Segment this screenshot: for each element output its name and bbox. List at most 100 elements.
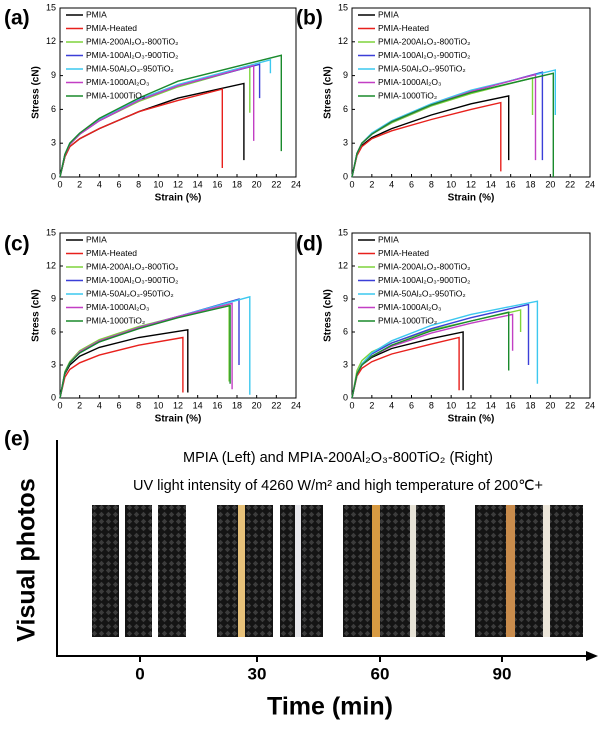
legend-label: PMIA-Heated [378, 23, 429, 33]
x-tick-label: 6 [409, 179, 414, 189]
y-tick-label: 6 [51, 104, 56, 114]
y-tick-label: 6 [343, 326, 348, 336]
series-line [351, 313, 514, 399]
x-tick-label: 4 [389, 179, 394, 189]
subtitle: UV light intensity of 4260 W/m² and high… [133, 478, 543, 494]
x-tick-label: 16 [212, 400, 222, 410]
x-axis-label: Time (min) [267, 693, 393, 721]
series-line [59, 88, 223, 178]
x-tick-label: 20 [252, 179, 262, 189]
x-tick-label: 6 [116, 179, 121, 189]
y-tick-label: 12 [338, 260, 348, 270]
legend-label: PMIA-100Al₂O₃-900TiO₂ [378, 50, 470, 60]
y-tick-label: 9 [343, 293, 348, 303]
legend-label: PMIA-100Al₂O₃-900TiO₂ [86, 275, 178, 285]
axis-arrow [586, 651, 598, 661]
legend-label: PMIA-1000TiO₂ [86, 315, 145, 325]
legend-label: PMIA [86, 234, 107, 244]
x-tick-label: 12 [173, 179, 183, 189]
x-tick-label: 10 [153, 400, 163, 410]
y-tick-label: 0 [343, 392, 348, 402]
series-line [59, 54, 282, 178]
legend-label: PMIA-Heated [86, 23, 137, 33]
legend-label: PMIA-100Al₂O₃-900TiO₂ [86, 50, 178, 60]
x-tick-label: 14 [486, 400, 496, 410]
y-tick-label: 0 [51, 392, 56, 402]
x-tick-label: 18 [232, 400, 242, 410]
x-tick-label: 22 [565, 400, 575, 410]
x-tick-label: 10 [153, 179, 163, 189]
x-tick-label: 14 [193, 179, 203, 189]
y-tick-label: 15 [338, 227, 348, 237]
legend-label: PMIA-1000Al₂O₃ [86, 77, 149, 87]
x-tick-label: 6 [409, 400, 414, 410]
x-axis-label: Strain (%) [155, 414, 202, 425]
panel-label: (d) [296, 233, 323, 256]
y-axis-label: Stress (cN) [31, 289, 42, 342]
y-tick-label: 9 [51, 293, 56, 303]
x-tick-label: 20 [545, 179, 555, 189]
x-tick-label: 0 [57, 179, 62, 189]
x-tick-label: 2 [77, 179, 82, 189]
photo [343, 505, 445, 637]
panel-label: (a) [4, 7, 30, 30]
series-line [351, 311, 510, 399]
x-tick-label: 16 [506, 400, 516, 410]
legend-label: PMIA-1000TiO₂ [378, 90, 437, 100]
x-tick-label: 4 [97, 179, 102, 189]
y-axis-label: Stress (cN) [323, 66, 334, 119]
legend-label: PMIA-200Al₂O₃-800TiO₂ [86, 36, 178, 46]
series-line [351, 72, 554, 178]
x-tick-label: 4 [97, 400, 102, 410]
legend-label: PMIA-1000Al₂O₃ [378, 302, 441, 312]
y-tick-label: 15 [46, 2, 56, 12]
legend-label: PMIA-50Al₂O₃-950TiO₂ [86, 288, 174, 298]
x-tick-label: 8 [136, 400, 141, 410]
x-tick-label: 14 [486, 179, 496, 189]
y-tick-label: 15 [46, 227, 56, 237]
x-tick-label: 4 [389, 400, 394, 410]
y-tick-label: 9 [343, 70, 348, 80]
legend-label: PMIA-1000TiO₂ [86, 90, 145, 100]
legend-label: PMIA-1000Al₂O₃ [86, 302, 149, 312]
legend-label: PMIA-200Al₂O₃-800TiO₂ [86, 261, 178, 271]
series-line [351, 71, 544, 178]
x-tick-label: 10 [446, 400, 456, 410]
x-axis-label: Strain (%) [448, 193, 495, 204]
x-tick-label: 22 [565, 179, 575, 189]
x-tick-label: 24 [291, 400, 301, 410]
x-tick-label: 12 [466, 400, 476, 410]
x-tick-label: 14 [193, 400, 203, 410]
x-tick-label: 18 [525, 400, 535, 410]
title: MPIA (Left) and MPIA-200Al₂O₃-800TiO₂ (R… [183, 450, 493, 466]
x-tick-label: 6 [116, 400, 121, 410]
legend-label: PMIA-1000Al₂O₃ [378, 77, 441, 87]
x-tick-label: 30 [248, 664, 267, 683]
legend-label: PMIA-200Al₂O₃-800TiO₂ [378, 261, 470, 271]
x-tick-label: 18 [232, 179, 242, 189]
series-line [351, 101, 502, 178]
x-tick-label: 12 [173, 400, 183, 410]
y-tick-label: 15 [338, 2, 348, 12]
legend-label: PMIA-50Al₂O₃-950TiO₂ [378, 63, 466, 73]
legend-label: PMIA [378, 234, 399, 244]
legend-label: PMIA-100Al₂O₃-900TiO₂ [378, 275, 470, 285]
y-tick-label: 0 [343, 171, 348, 181]
photo [92, 505, 186, 637]
y-tick-label: 9 [51, 70, 56, 80]
legend-label: PMIA [86, 9, 107, 19]
x-tick-label: 24 [585, 400, 595, 410]
y-tick-label: 6 [51, 326, 56, 336]
legend-label: PMIA-50Al₂O₃-950TiO₂ [378, 288, 466, 298]
x-tick-label: 0 [135, 664, 144, 683]
series-line [59, 336, 184, 399]
y-axis-label: Stress (cN) [31, 66, 42, 119]
y-tick-label: 3 [343, 359, 348, 369]
photo [217, 505, 323, 637]
x-tick-label: 22 [271, 400, 281, 410]
x-tick-label: 22 [271, 179, 281, 189]
